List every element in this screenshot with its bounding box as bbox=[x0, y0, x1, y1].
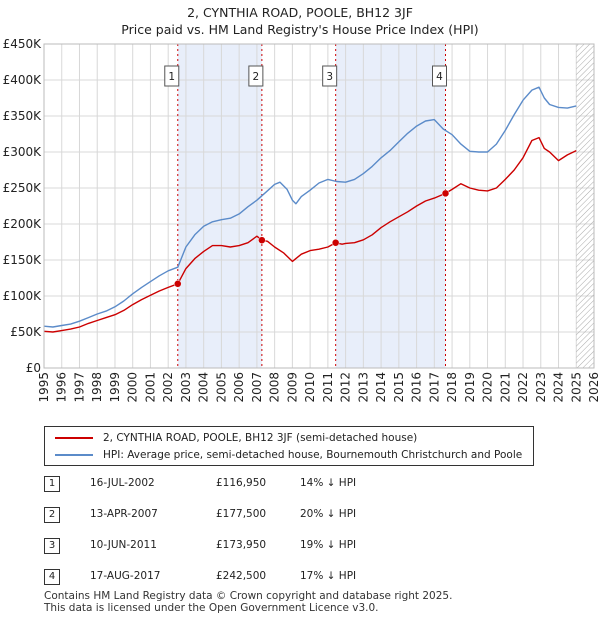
x-tick-label: 2004 bbox=[197, 372, 211, 403]
y-tick-label: £400K bbox=[3, 73, 43, 87]
x-tick-label: 2001 bbox=[143, 372, 157, 403]
x-tick-label: 2023 bbox=[534, 372, 548, 403]
transaction-price: £116,950 bbox=[216, 477, 267, 489]
title-line-1: 2, CYNTHIA ROAD, POOLE, BH12 3JF bbox=[187, 5, 413, 20]
y-tick-label: £50K bbox=[10, 325, 42, 339]
chart-legend: 2, CYNTHIA ROAD, POOLE, BH12 3JF (semi-d… bbox=[44, 426, 534, 466]
title-line-2: Price paid vs. HM Land Registry's House … bbox=[121, 22, 479, 37]
transaction-number: 1 bbox=[44, 476, 60, 492]
x-tick-label: 2007 bbox=[250, 372, 264, 403]
x-tick-label: 2009 bbox=[285, 372, 299, 403]
x-tick-label: 1996 bbox=[55, 372, 69, 403]
y-tick-label: £250K bbox=[3, 181, 43, 195]
plot-frame bbox=[43, 43, 595, 369]
sale-point bbox=[441, 189, 450, 198]
x-tick-label: 2019 bbox=[463, 372, 477, 403]
marker-label: 3 bbox=[326, 71, 333, 83]
transaction-hpi-diff: 14% ↓ HPI bbox=[300, 477, 357, 489]
transaction-price: £242,500 bbox=[216, 570, 267, 582]
x-tick-label: 2017 bbox=[427, 372, 441, 403]
sale-point bbox=[331, 239, 340, 247]
marker-box bbox=[322, 65, 338, 87]
transaction-number: 2 bbox=[44, 507, 60, 523]
marker-box bbox=[432, 65, 447, 87]
x-tick-label: 2013 bbox=[356, 372, 370, 403]
footer-line-1: Contains HM Land Registry data © Crown c… bbox=[44, 590, 453, 602]
shaded-period bbox=[335, 44, 446, 368]
y-tick-label: £150K bbox=[3, 253, 43, 267]
x-tick-label: 2014 bbox=[374, 372, 388, 403]
x-tick-label: 2016 bbox=[410, 372, 424, 403]
transaction-price: £177,500 bbox=[216, 508, 267, 520]
x-tick-label: 2018 bbox=[445, 372, 459, 403]
y-tick-label: £300K bbox=[3, 145, 43, 159]
series-line-property bbox=[44, 136, 577, 333]
x-tick-label: 2020 bbox=[481, 372, 495, 403]
x-tick-label: 2026 bbox=[587, 372, 600, 403]
sale-point bbox=[258, 236, 266, 244]
transaction-row: 4 17-AUG-2017 £242,500 17% ↓ HPI bbox=[44, 569, 404, 585]
transaction-hpi-diff: 20% ↓ HPI bbox=[300, 508, 357, 520]
x-tick-label: 2015 bbox=[392, 372, 406, 403]
marker-label: 4 bbox=[436, 71, 443, 83]
x-tick-label: 2006 bbox=[232, 372, 246, 403]
sale-point bbox=[174, 280, 182, 288]
transaction-date: 17-AUG-2017 bbox=[90, 570, 161, 582]
x-tick-label: 2021 bbox=[498, 372, 512, 403]
legend-swatch-hpi bbox=[55, 454, 93, 456]
y-tick-label: £100K bbox=[3, 289, 43, 303]
y-tick-label: £200K bbox=[3, 217, 43, 231]
marker-box bbox=[164, 65, 180, 87]
transaction-price: £173,950 bbox=[216, 539, 267, 551]
transaction-row: 2 13-APR-2007 £177,500 20% ↓ HPI bbox=[44, 507, 404, 523]
transaction-number: 3 bbox=[44, 538, 60, 554]
x-tick-label: 2003 bbox=[179, 372, 193, 403]
legend-item-property: 2, CYNTHIA ROAD, POOLE, BH12 3JF (semi-d… bbox=[55, 430, 417, 446]
transaction-date: 13-APR-2007 bbox=[90, 508, 158, 520]
x-tick-label: 2000 bbox=[126, 372, 140, 403]
legend-label-hpi: HPI: Average price, semi-detached house,… bbox=[103, 449, 523, 461]
transaction-date: 16-JUL-2002 bbox=[90, 477, 155, 489]
transaction-hpi-diff: 19% ↓ HPI bbox=[300, 539, 357, 551]
footer-line-2: This data is licensed under the Open Gov… bbox=[44, 602, 379, 614]
x-tick-label: 2011 bbox=[321, 372, 335, 403]
y-tick-label: £0 bbox=[26, 361, 41, 375]
legend-swatch-property bbox=[55, 437, 93, 439]
x-tick-label: 2022 bbox=[516, 372, 530, 403]
footer-attribution: Contains HM Land Registry data © Crown c… bbox=[44, 590, 452, 614]
x-tick-label: 2025 bbox=[569, 372, 583, 403]
x-tick-label: 2012 bbox=[339, 372, 353, 403]
transaction-row: 3 10-JUN-2011 £173,950 19% ↓ HPI bbox=[44, 538, 404, 554]
marker-label: 2 bbox=[253, 71, 260, 83]
x-tick-label: 2008 bbox=[268, 372, 282, 403]
x-tick-label: 1997 bbox=[72, 372, 86, 403]
transaction-date: 10-JUN-2011 bbox=[90, 539, 157, 551]
forecast-hatch bbox=[576, 44, 594, 368]
transaction-number: 4 bbox=[44, 569, 60, 585]
y-tick-label: £450K bbox=[3, 37, 43, 51]
x-tick-label: 2010 bbox=[303, 372, 317, 403]
transaction-row: 1 16-JUL-2002 £116,950 14% ↓ HPI bbox=[44, 476, 404, 492]
y-tick-label: £350K bbox=[3, 109, 43, 123]
x-tick-label: 1998 bbox=[90, 372, 104, 403]
legend-item-hpi: HPI: Average price, semi-detached house,… bbox=[55, 447, 522, 463]
chart-title: 2, CYNTHIA ROAD, POOLE, BH12 3JF Price p… bbox=[0, 4, 600, 38]
series-line-hpi bbox=[44, 86, 577, 328]
x-tick-label: 2002 bbox=[161, 372, 175, 403]
x-tick-label: 2005 bbox=[214, 372, 228, 403]
transaction-hpi-diff: 17% ↓ HPI bbox=[300, 570, 357, 582]
marker-box bbox=[248, 65, 264, 87]
x-tick-label: 1995 bbox=[37, 372, 51, 403]
marker-label: 1 bbox=[168, 71, 175, 83]
x-tick-label: 2024 bbox=[552, 372, 566, 403]
price-chart: 1 2 3 4 £0 £50K £100K £150K £200K £250K £300K £350… bbox=[3, 37, 600, 403]
legend-label-property: 2, CYNTHIA ROAD, POOLE, BH12 3JF (semi-d… bbox=[103, 432, 418, 444]
x-tick-label: 1999 bbox=[108, 372, 122, 403]
